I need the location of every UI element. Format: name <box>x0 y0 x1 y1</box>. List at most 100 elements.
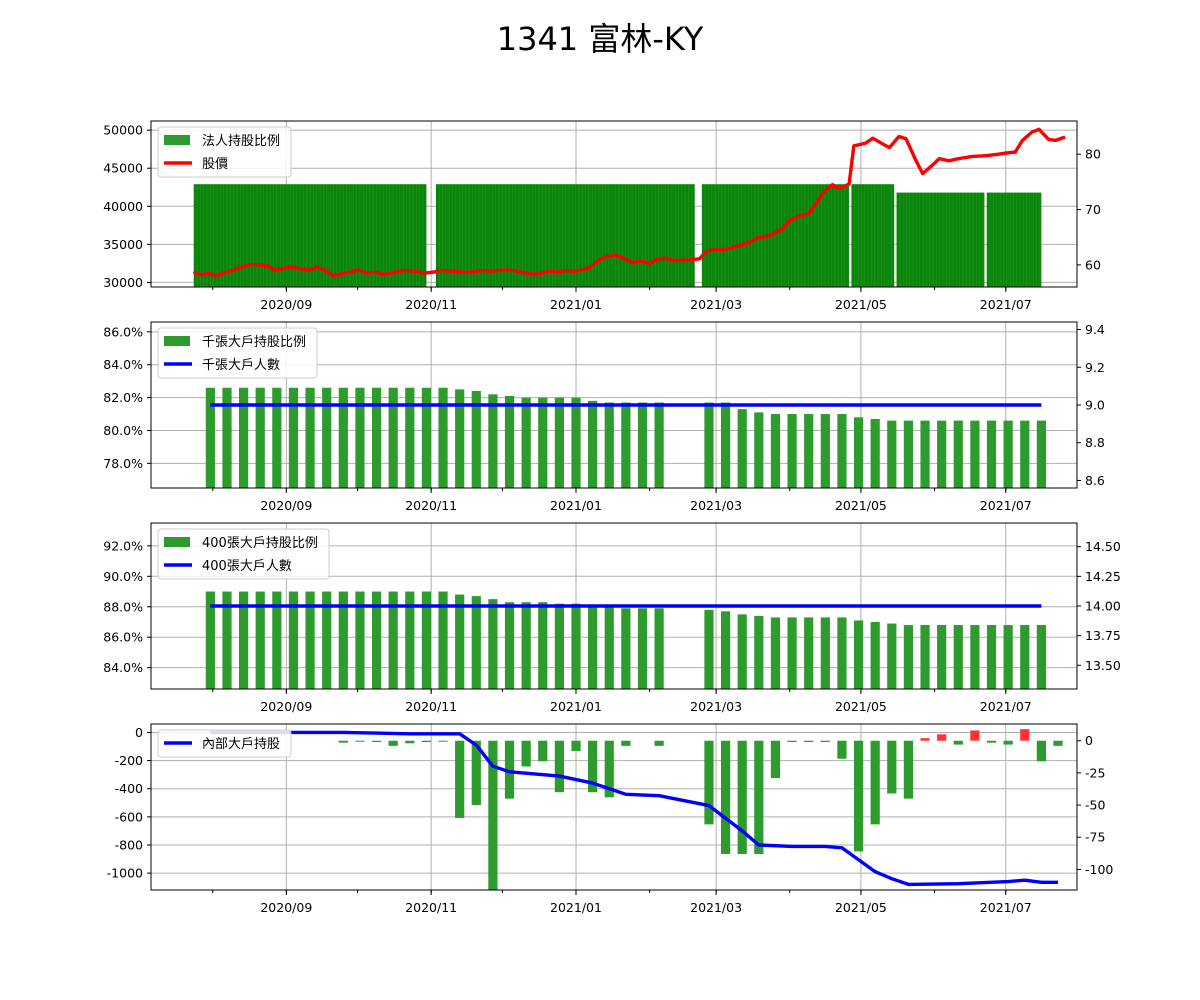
legend-swatch <box>164 336 190 346</box>
bar <box>701 184 850 287</box>
bar <box>737 409 747 488</box>
bar <box>654 402 664 488</box>
bar <box>305 591 315 689</box>
bar-group <box>851 184 895 287</box>
bar <box>222 591 232 689</box>
bar <box>853 620 864 689</box>
bar <box>1003 740 1013 745</box>
bar <box>604 606 614 689</box>
bar <box>853 417 864 488</box>
bar <box>1036 740 1046 762</box>
bar <box>538 740 548 762</box>
bar <box>720 402 731 488</box>
legend: 內部大戶持股 <box>157 729 292 758</box>
bar <box>804 414 814 488</box>
bar <box>471 596 481 689</box>
legend-swatch <box>164 537 190 547</box>
bar <box>787 740 797 743</box>
bar <box>1003 625 1013 689</box>
bar <box>438 387 448 488</box>
bar <box>986 740 997 743</box>
bar <box>588 605 598 689</box>
bar <box>554 397 564 488</box>
bar <box>272 591 282 689</box>
bar <box>870 740 880 825</box>
x-axis: 2020/09 2020/11 2021/01 2021/03 2021/05 2021/… <box>212 890 1032 915</box>
tick-label-x: 2021/03 <box>690 900 742 915</box>
bar <box>851 184 895 287</box>
bar <box>438 740 448 742</box>
legend-label: 400張大戶持股比例 <box>202 536 318 551</box>
x-axis: 2020/09 2020/11 2021/01 2021/03 2021/05 2021/… <box>212 287 1032 312</box>
bar <box>504 602 515 689</box>
bar <box>920 625 930 689</box>
bar <box>1020 420 1030 488</box>
bar <box>754 615 764 689</box>
bar <box>820 617 830 689</box>
bar <box>754 740 764 854</box>
price-line <box>192 127 1066 278</box>
tick-label-left: -600 <box>115 809 143 824</box>
tick-label-right: 9.4 <box>1085 322 1105 337</box>
legend-box <box>157 327 318 379</box>
legend-label: 內部大戶持股 <box>202 737 280 752</box>
legend-label: 400張大戶人數 <box>202 559 292 574</box>
bar <box>521 397 531 488</box>
bar <box>488 740 498 890</box>
bar <box>371 591 382 689</box>
y-axis-right: 0 -25 -50 -75 -100 <box>1077 733 1113 877</box>
legend-label: 法人持股比例 <box>202 134 280 149</box>
bar <box>371 740 382 743</box>
tick-label-x: 2021/03 <box>690 297 742 312</box>
tick-label-x: 2020/11 <box>405 498 457 513</box>
bar <box>820 740 830 743</box>
bar <box>920 738 930 741</box>
bar <box>1036 625 1046 689</box>
bar <box>787 414 797 488</box>
bar <box>305 387 315 488</box>
bar <box>621 608 631 689</box>
tick-label-right: 8.6 <box>1085 473 1105 488</box>
legend-label: 千張大戶人數 <box>202 358 280 373</box>
tick-label-left: 84.0% <box>103 357 143 372</box>
bar <box>970 625 980 689</box>
tick-label-left: -200 <box>115 753 143 768</box>
tick-label-left: 30000 <box>103 275 143 290</box>
bar <box>604 402 614 488</box>
tick-label-left: 50000 <box>103 123 143 138</box>
tick-label-x: 2021/07 <box>980 900 1032 915</box>
bar <box>804 740 814 743</box>
bar <box>654 608 664 689</box>
tick-label-x: 2021/05 <box>835 699 887 714</box>
bar <box>455 389 465 488</box>
tick-label-x: 2021/05 <box>835 498 887 513</box>
bar <box>205 387 215 488</box>
tick-label-left: 45000 <box>103 161 143 176</box>
bar <box>903 740 914 799</box>
bar <box>388 591 398 689</box>
bar <box>770 414 781 488</box>
tick-label-right: 9.0 <box>1085 398 1105 413</box>
bar <box>322 387 332 488</box>
tick-label-right: 14.00 <box>1085 599 1121 614</box>
y-axis-left: 84.0% 86.0% 88.0% 90.0% 92.0% <box>103 538 151 675</box>
insider-holding-line <box>210 730 1058 887</box>
bar <box>554 740 564 793</box>
bar <box>853 740 864 852</box>
bar <box>787 617 797 689</box>
tick-label-left: -1000 <box>107 866 143 881</box>
bar <box>804 617 814 689</box>
bar <box>571 397 581 488</box>
bar <box>837 414 847 488</box>
tick-label-x: 2021/05 <box>835 900 887 915</box>
bar <box>870 621 880 689</box>
bar <box>903 420 914 488</box>
bar <box>288 591 299 689</box>
bar <box>355 740 365 742</box>
bar <box>438 591 448 689</box>
bar <box>554 603 564 689</box>
tick-label-right: -50 <box>1085 798 1105 813</box>
bar <box>421 591 432 689</box>
bar <box>455 594 465 689</box>
